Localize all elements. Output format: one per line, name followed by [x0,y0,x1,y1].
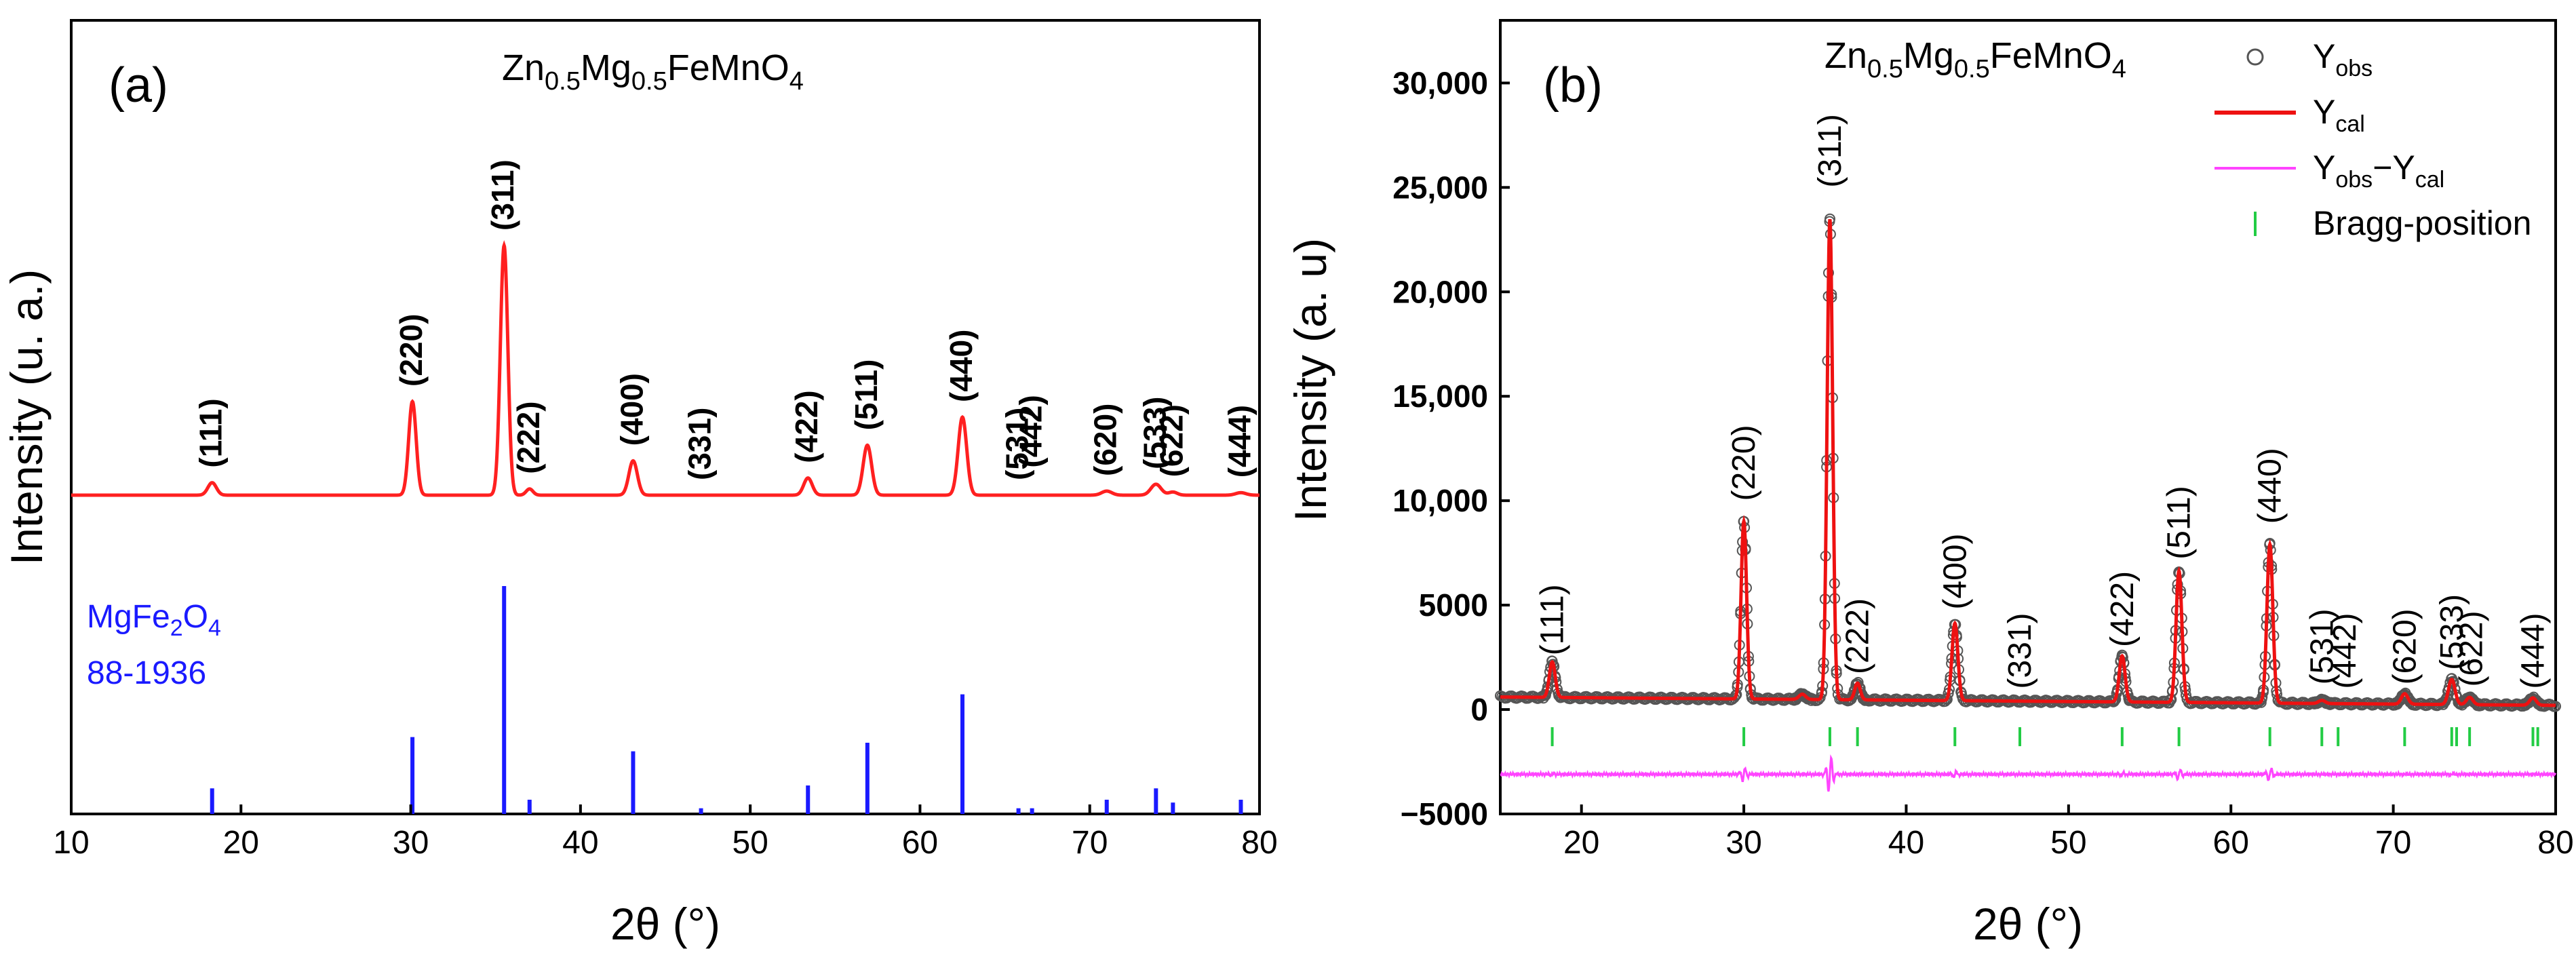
y-tick-label: 5000 [1419,587,1488,623]
peak-label: (622) [1154,404,1189,477]
panel-b-x-ticks: 20 30 40 50 60 70 80 [1563,804,2574,861]
reference-card-name: MgFe2O4 [87,599,221,641]
peak-label: (222) [1840,598,1876,674]
peak-label: (220) [393,314,429,387]
legend-marker-observed [2246,48,2264,66]
panel-a-label: (a) [109,58,168,113]
panel-b-plot-frame [1499,19,2557,815]
peak-label: (444) [1222,405,1257,478]
x-tick-label: 40 [1888,825,1924,861]
x-tick-label: 70 [1072,825,1108,861]
legend-label-obs: Yobs [2313,37,2373,81]
peak-label: (222) [511,401,546,473]
peak-label: (220) [1726,425,1762,501]
legend-label-diff: Yobs−Ycal [2313,149,2444,193]
x-tick-label: 30 [393,825,429,861]
x-tick-label: 40 [562,825,598,861]
peak-label: (331) [682,408,718,480]
peak-label: (531) [2304,608,2340,684]
panel-b-x-axis-label: 2θ (°) [1973,899,2083,949]
peak-label: (511) [848,359,884,431]
x-tick-label: 80 [2537,825,2573,861]
peak-label: (622) [2454,610,2490,686]
panel-a-x-axis-label: 2θ (°) [610,899,720,949]
panel-b-label: (b) [1543,58,1603,113]
pattern-a-line [71,239,1260,497]
x-tick-label: 10 [53,825,89,861]
x-tick-label: 30 [1725,825,1761,861]
panel-b-y-axis-label: Intensity (a. u) [1285,238,1335,522]
peak-label: (311) [1812,114,1848,188]
peak-label: (620) [2387,608,2423,684]
x-tick-label: 20 [223,825,259,861]
panel-a-plot-frame [70,19,1261,815]
peak-label: (533) [2434,594,2470,670]
peak-label: (311) [485,159,520,231]
y-tick-label: 25,000 [1392,170,1488,205]
panel-a-title: Zn0.5Mg0.5FeMnO4 [502,47,804,96]
peak-label: (400) [1937,534,1973,610]
panel-a-x-ticks: 10 20 30 40 50 60 70 80 [53,804,1278,861]
x-tick-label: 70 [2375,825,2411,861]
observed-point [2446,676,2458,687]
y-tick-label: 20,000 [1392,274,1488,309]
x-tick-label: 80 [1241,825,1277,861]
peak-label: (511) [2162,486,2198,560]
peak-label: (442) [1013,395,1049,467]
x-tick-label: 60 [902,825,938,861]
peak-label: (111) [193,398,229,467]
peak-label: (531) [1000,408,1035,480]
panel-b-marks: (111) (220) (311) (222) (400) (331) (422) (511)… [1495,114,2561,792]
panel-b-y-ticks: −5000 0 5000 10,000 15,000 20,000 25,000 30,000 [1392,65,1510,832]
peak-label: (444) [2516,613,2552,689]
peak-label: (422) [2105,571,2141,647]
peak-label: (442) [2327,613,2363,689]
peak-label: (111) [1535,584,1571,655]
y-tick-label: 10,000 [1392,483,1488,518]
observed-point [2124,695,2136,705]
panel-b-title: Zn0.5Mg0.5FeMnO4 [1824,35,2126,83]
difference-curve [1500,754,2556,792]
peak-label: (533) [1137,397,1172,469]
legend-label-bragg: Bragg-position [2313,204,2531,242]
panel-b-chart: (111) (220) (311) (222) (400) (331) (422) (511)… [1285,19,2574,949]
panel-a-chart: (111) (220) (311) (222) (400) (331) (422) (511)… [1,19,1278,949]
peak-label: (620) [1088,404,1123,476]
peak-label: (440) [943,330,979,402]
panel-a-y-axis-label: Intensity (u. a.) [1,269,52,566]
peak-label: (422) [789,390,824,463]
panel-a-marks: (111) (220) (311) (222) (400) (331) (422) (511)… [71,159,1260,814]
y-tick-label: 15,000 [1392,378,1488,414]
reference-card-number: 88-1936 [87,655,206,691]
peak-label: (331) [2002,613,2038,689]
x-tick-label: 50 [732,825,768,861]
peak-label: (400) [614,373,649,446]
peak-label: (440) [2252,448,2288,524]
x-tick-label: 50 [2050,825,2086,861]
calculated-curve [1500,219,2556,707]
y-tick-label: 0 [1470,692,1488,727]
y-tick-label: 30,000 [1392,65,1488,100]
legend-label-calc: Ycal [2313,93,2365,137]
panel-b-legend: Yobs Ycal Yobs−Ycal Bragg-position [2214,37,2531,242]
y-tick-label: −5000 [1401,796,1488,832]
x-tick-label: 60 [2213,825,2249,861]
x-tick-label: 20 [1563,825,1599,861]
